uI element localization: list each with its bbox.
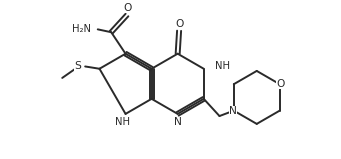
Text: NH: NH [115, 118, 130, 128]
Text: N: N [229, 106, 237, 116]
Text: H₂N: H₂N [72, 24, 91, 34]
Text: O: O [124, 3, 132, 13]
Text: NH: NH [214, 62, 229, 71]
Text: S: S [74, 61, 81, 71]
Text: O: O [276, 79, 284, 89]
Text: N: N [174, 118, 182, 128]
Text: O: O [175, 19, 183, 29]
